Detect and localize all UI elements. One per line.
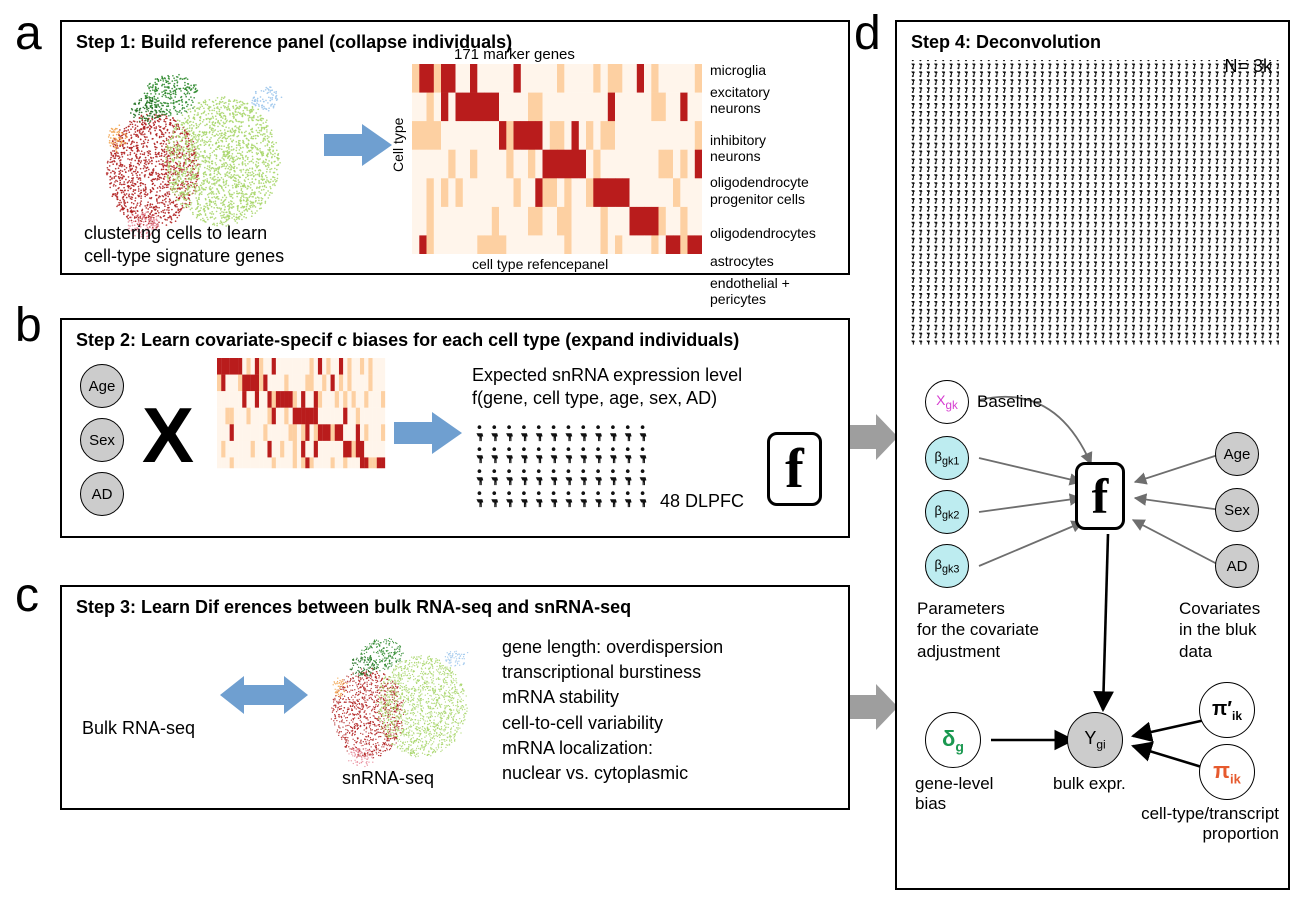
cluster-caption-2: cell-type signature genes bbox=[84, 245, 284, 268]
node-pi-prime: π′ik bbox=[1199, 682, 1255, 738]
diff-item: mRNA stability bbox=[502, 685, 723, 710]
bulk-label: Bulk RNA-seq bbox=[82, 717, 195, 740]
expected-expr-2: f(gene, cell type, age, sex, AD) bbox=[472, 387, 742, 410]
panel-b-title: Step 2: Learn covariate-specif c biases … bbox=[76, 330, 834, 351]
umap-scatter-c bbox=[314, 627, 494, 772]
cov-label-1: Covariates bbox=[1179, 598, 1260, 619]
pi-label: cell-type/transcript proportion bbox=[1119, 804, 1279, 845]
covariate-sex: Sex bbox=[80, 418, 124, 462]
cell-type-label: oligodendrocytes bbox=[710, 225, 816, 241]
pi-label-1: cell-type/transcript bbox=[1119, 804, 1279, 824]
panel-b: Step 2: Learn covariate-specif c biases … bbox=[60, 318, 850, 538]
node-bgk3: βgk3 bbox=[925, 544, 969, 588]
gray-arrow-b-to-d bbox=[850, 410, 900, 464]
reference-heatmap bbox=[412, 64, 702, 254]
double-arrow bbox=[220, 672, 308, 718]
panel-d-label: d bbox=[854, 6, 881, 61]
node-bgk1: βgk1 bbox=[925, 436, 969, 480]
gray-arrow-c-to-d bbox=[850, 680, 900, 734]
f-glyph: f bbox=[785, 437, 804, 501]
dlpfc-label: 48 DLPFC bbox=[660, 490, 744, 513]
node-sex-d: Sex bbox=[1215, 488, 1259, 532]
cluster-caption: clustering cells to learn cell-type sign… bbox=[84, 222, 284, 267]
diff-item: mRNA localization: bbox=[502, 736, 723, 761]
diff-item: cell-to-cell variability bbox=[502, 711, 723, 736]
node-pi: πik bbox=[1199, 744, 1255, 800]
panel-d-title: Step 4: Deconvolution bbox=[911, 32, 1274, 53]
baseline-label: Baseline bbox=[977, 392, 1042, 412]
f-glyph-d: f bbox=[1092, 467, 1109, 525]
cell-type-labels: microglia excitatory neurons inhibitory ne… bbox=[710, 62, 816, 308]
params-label-1: Parameters bbox=[917, 598, 1039, 619]
cluster-caption-1: clustering cells to learn bbox=[84, 222, 284, 245]
people-cohort-b bbox=[472, 420, 652, 510]
node-bgk2: βgk2 bbox=[925, 490, 969, 534]
cell-type-label: oligodendrocyte progenitor cells bbox=[710, 174, 816, 206]
params-label-2: for the covariate bbox=[917, 619, 1039, 640]
panel-a-label: a bbox=[15, 6, 42, 61]
delta-label-1: gene-level bbox=[915, 774, 993, 794]
panel-a: Step 1: Build reference panel (collapse … bbox=[60, 20, 850, 275]
cov-label-3: data bbox=[1179, 641, 1260, 662]
node-ad-d: AD bbox=[1215, 544, 1259, 588]
panel-c: Step 3: Learn Dif erences between bulk R… bbox=[60, 585, 850, 810]
cov-label: Covariates in the bluk data bbox=[1179, 598, 1260, 662]
diff-list: gene length: overdispersiontranscription… bbox=[502, 635, 723, 786]
panel-d: Step 4: Deconvolution N= 3k Xgk Baseline… bbox=[895, 20, 1290, 890]
umap-scatter bbox=[84, 60, 314, 245]
expected-expr-1: Expected snRNA expression level bbox=[472, 364, 742, 387]
expected-expr: Expected snRNA expression level f(gene, … bbox=[472, 364, 742, 409]
panel-c-title: Step 3: Learn Dif erences between bulk R… bbox=[76, 597, 834, 618]
y-label: bulk expr. bbox=[1053, 774, 1126, 794]
cell-type-label: excitatory neurons bbox=[710, 84, 816, 116]
covariate-ad: AD bbox=[80, 472, 124, 516]
cov-label-2: in the bluk bbox=[1179, 619, 1260, 640]
diff-item: nuclear vs. cytoplasmic bbox=[502, 761, 723, 786]
covariate-stack: Age Sex AD bbox=[80, 364, 124, 516]
f-box: f bbox=[767, 432, 822, 506]
celltype-yaxis: Cell type bbox=[390, 118, 406, 172]
diff-item: transcriptional burstiness bbox=[502, 660, 723, 685]
node-xgk: Xgk bbox=[925, 380, 969, 424]
cell-type-label: astrocytes bbox=[710, 253, 816, 269]
panel-c-label: c bbox=[15, 568, 39, 623]
delta-label: gene-level bias bbox=[915, 774, 993, 815]
cohort-grid bbox=[909, 60, 1279, 345]
cell-type-label: endothelial + pericytes bbox=[710, 275, 816, 307]
arrow-a bbox=[324, 122, 394, 168]
node-delta: δg bbox=[925, 712, 981, 768]
diff-item: gene length: overdispersion bbox=[502, 635, 723, 660]
node-age-d: Age bbox=[1215, 432, 1259, 476]
cell-type-label: microglia bbox=[710, 62, 816, 78]
params-label: Parameters for the covariate adjustment bbox=[917, 598, 1039, 662]
covariate-age: Age bbox=[80, 364, 124, 408]
celltype-xaxis: cell type refencepanel bbox=[472, 256, 608, 272]
cell-type-label: inhibitory neurons bbox=[710, 132, 816, 164]
pi-label-2: proportion bbox=[1119, 824, 1279, 844]
f-box-d: f bbox=[1075, 462, 1125, 530]
marker-genes-label: 171 marker genes bbox=[454, 46, 575, 63]
reference-heatmap-small bbox=[217, 358, 385, 468]
delta-label-2: bias bbox=[915, 794, 993, 814]
params-label-3: adjustment bbox=[917, 641, 1039, 662]
sn-label: snRNA-seq bbox=[342, 767, 434, 790]
node-y: Ygi bbox=[1067, 712, 1123, 768]
arrow-b bbox=[394, 410, 464, 456]
times-glyph: X bbox=[142, 390, 194, 481]
panel-b-label: b bbox=[15, 298, 42, 353]
